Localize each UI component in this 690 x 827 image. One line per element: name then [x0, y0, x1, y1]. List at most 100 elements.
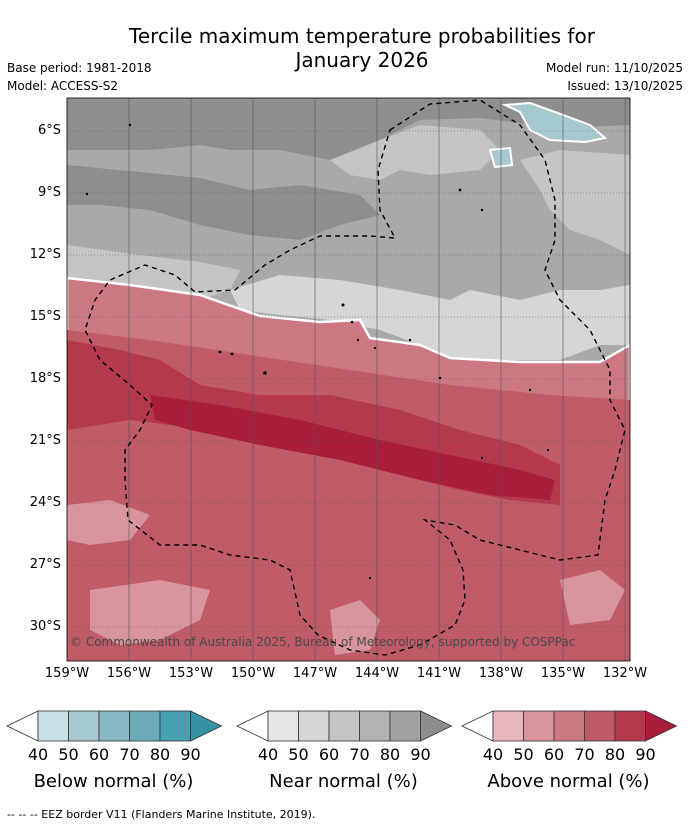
graticule: [67, 98, 630, 661]
lat-label: 27°S: [29, 557, 61, 572]
above-extend-low: [461, 710, 494, 742]
near-extend-high: [420, 710, 453, 742]
lat-label: 18°S: [29, 371, 61, 386]
tick-label: 60: [318, 745, 340, 764]
above-swatch: [553, 710, 585, 742]
island: [368, 576, 372, 580]
eez-border: [84, 99, 626, 656]
above-extend-high: [645, 710, 678, 742]
title-line-1: Tercile maximum temperature probabilitie…: [129, 24, 595, 48]
island: [128, 123, 132, 127]
base-period: Base period: 1981-2018: [7, 61, 152, 75]
near-ticks: 40 50 60 70 80 90: [253, 745, 453, 765]
above-normal-40b: [90, 580, 210, 645]
model-name: Model: ACCESS-S2: [7, 79, 119, 93]
islands: [85, 123, 550, 580]
model-run: Model run: 11/10/2025: [545, 61, 683, 75]
island: [341, 303, 345, 307]
near-normal-label: Near normal (%): [269, 771, 418, 792]
colorbar-below: [6, 710, 223, 742]
lat-label: 21°S: [29, 433, 61, 448]
lon-label: 150°W: [230, 666, 276, 681]
meta-left: Base period: 1981-2018 Model: ACCESS-S2: [7, 59, 152, 95]
colorbar-legend: [6, 710, 678, 742]
near-swatch: [328, 710, 360, 742]
eez-footnote: -- -- -- EEZ border V11 (Flanders Marine…: [7, 808, 316, 821]
lon-label: 147°W: [292, 666, 338, 681]
tick-label: 50: [288, 745, 309, 764]
below-swatch: [129, 710, 161, 742]
colorbar-above: [461, 710, 678, 742]
tick-label: 40: [257, 745, 279, 764]
below-normal-label: Below normal (%): [33, 771, 194, 792]
lon-label: 138°W: [478, 666, 524, 681]
tick-label: 80: [149, 745, 171, 764]
island: [458, 188, 462, 192]
tick-label: 60: [543, 745, 565, 764]
tick-label: 40: [482, 745, 504, 764]
lon-label: 153°W: [168, 666, 214, 681]
lat-label: 15°S: [29, 309, 61, 324]
near-normal-50: [330, 125, 500, 180]
tick-label: 90: [635, 745, 656, 764]
map-frame: [66, 97, 631, 662]
tick-label: 90: [180, 745, 201, 764]
lat-label: 24°S: [29, 495, 61, 510]
above-normal-40d: [560, 570, 625, 625]
near-swatch: [298, 710, 330, 742]
tick-label: 60: [88, 745, 110, 764]
island: [528, 388, 532, 392]
above-ticks: 40 50 60 70 80 90: [478, 745, 678, 765]
below-ticks: 40 50 60 70 80 90: [23, 745, 223, 765]
below-swatch: [159, 710, 191, 742]
island: [230, 352, 234, 356]
island: [438, 376, 442, 380]
tick-label: 80: [604, 745, 626, 764]
island: [85, 192, 89, 196]
island: [480, 456, 484, 460]
island: [218, 350, 222, 354]
above-swatch: [584, 710, 616, 742]
meta-right: Model run: 11/10/2025 Issued: 13/10/2025: [546, 59, 683, 95]
lon-label: 141°W: [416, 666, 462, 681]
near-swatch: [267, 710, 299, 742]
probability-map: [66, 97, 631, 662]
lon-label: 144°W: [354, 666, 400, 681]
island: [263, 371, 267, 375]
tick-label: 50: [58, 745, 79, 764]
near-normal-50b: [520, 150, 630, 255]
lon-label: 132°W: [602, 666, 648, 681]
lon-label: 156°W: [106, 666, 152, 681]
lon-label: 135°W: [540, 666, 586, 681]
title-line-2: January 2026: [295, 48, 429, 72]
tick-label: 70: [119, 745, 140, 764]
tick-label: 70: [349, 745, 370, 764]
colorbar-near: [236, 710, 453, 742]
issued-date: Issued: 13/10/2025: [567, 79, 683, 93]
near-normal-70: [67, 98, 630, 160]
map-fill: [67, 98, 630, 661]
near-normal-70b: [67, 165, 380, 240]
tick-label: 90: [410, 745, 431, 764]
island: [408, 338, 412, 342]
below-swatch: [68, 710, 100, 742]
tick-label: 50: [513, 745, 534, 764]
above-swatch: [523, 710, 555, 742]
lon-label: 159°W: [44, 666, 90, 681]
below-swatch: [98, 710, 130, 742]
near-extend-low: [236, 710, 269, 742]
map-title: Tercile maximum temperature probabilitie…: [0, 24, 690, 72]
above-swatch: [614, 710, 646, 742]
island: [356, 338, 360, 342]
tick-label: 70: [574, 745, 595, 764]
copyright-notice: © Commonwealth of Australia 2025, Bureau…: [70, 635, 576, 649]
above-normal-label: Above normal (%): [487, 771, 650, 792]
near-swatch: [389, 710, 421, 742]
below-extend-high: [190, 710, 223, 742]
lat-label: 6°S: [37, 123, 61, 138]
lat-label: 30°S: [29, 619, 61, 634]
below-normal-patch: [501, 101, 608, 144]
above-normal-40c: [330, 600, 380, 655]
below-extend-low: [6, 710, 39, 742]
island: [480, 208, 484, 212]
